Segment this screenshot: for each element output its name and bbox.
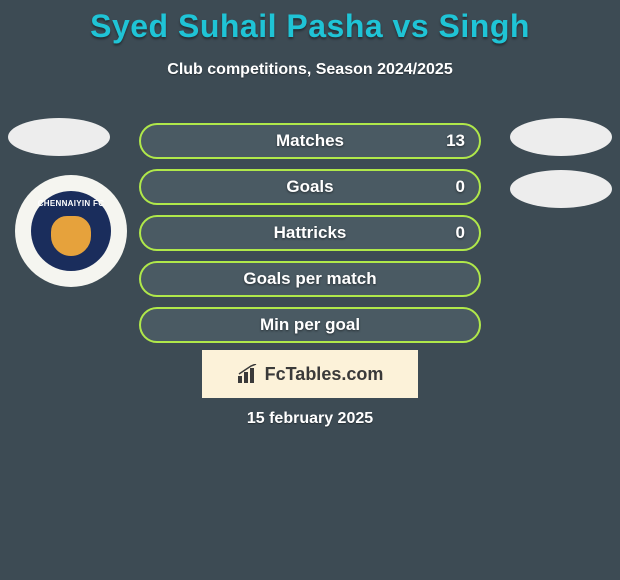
- fctables-label: FcTables.com: [265, 364, 384, 385]
- fctables-watermark: FcTables.com: [202, 350, 418, 398]
- page-title: Syed Suhail Pasha vs Singh: [0, 0, 620, 45]
- stat-value-right: 13: [446, 131, 465, 151]
- stat-bar-min-per-goal: Min per goal: [139, 307, 481, 343]
- infographic-container: Syed Suhail Pasha vs Singh Club competit…: [0, 0, 620, 580]
- stat-label: Matches: [141, 131, 479, 151]
- stat-row: Hattricks 0: [0, 210, 620, 256]
- stat-label: Goals: [141, 177, 479, 197]
- stat-value-right: 0: [456, 223, 465, 243]
- stat-value-right: 0: [456, 177, 465, 197]
- subtitle: Club competitions, Season 2024/2025: [0, 61, 620, 79]
- stat-row: Goals 0: [0, 164, 620, 210]
- stat-row: Goals per match: [0, 256, 620, 302]
- stat-bar-goals-per-match: Goals per match: [139, 261, 481, 297]
- stat-label: Hattricks: [141, 223, 479, 243]
- stat-row: Min per goal: [0, 302, 620, 348]
- stat-label: Goals per match: [141, 269, 479, 289]
- date-text: 15 february 2025: [0, 410, 620, 428]
- stat-label: Min per goal: [141, 315, 479, 335]
- bar-chart-icon: [237, 364, 259, 384]
- stat-bar-goals: Goals 0: [139, 169, 481, 205]
- stat-bar-matches: Matches 13: [139, 123, 481, 159]
- stat-bar-hattricks: Hattricks 0: [139, 215, 481, 251]
- stats-area: Matches 13 Goals 0 Hattricks 0 Goals per…: [0, 118, 620, 348]
- stat-row: Matches 13: [0, 118, 620, 164]
